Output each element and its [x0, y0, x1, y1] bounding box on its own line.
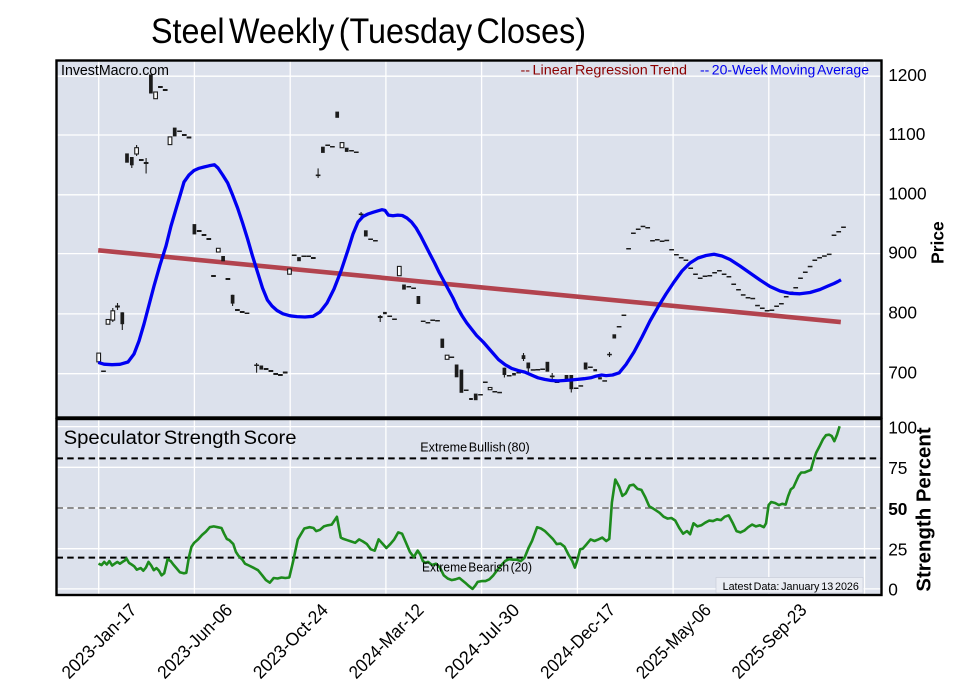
svg-text:-- Linear Regression Trend: -- Linear Regression Trend — [521, 63, 688, 79]
svg-text:75: 75 — [888, 458, 907, 478]
svg-text:25: 25 — [888, 540, 907, 560]
svg-text:Extreme Bullish (80): Extreme Bullish (80) — [420, 440, 530, 455]
svg-text:Extreme Bearish (20): Extreme Bearish (20) — [422, 560, 532, 575]
svg-text:700: 700 — [888, 363, 917, 383]
svg-text:900: 900 — [888, 242, 917, 262]
svg-text:Price: Price — [928, 221, 948, 264]
svg-text:Latest Data: January 13 2026: Latest Data: January 13 2026 — [723, 581, 859, 593]
svg-text:0: 0 — [888, 580, 898, 600]
svg-text:1100: 1100 — [888, 124, 925, 144]
svg-text:1200: 1200 — [888, 65, 926, 85]
svg-text:50: 50 — [888, 499, 907, 519]
svg-text:InvestMacro.com: InvestMacro.com — [61, 62, 169, 79]
svg-text:Speculator Strength Score: Speculator Strength Score — [64, 427, 297, 449]
svg-text:Strength Percent: Strength Percent — [914, 427, 936, 591]
svg-text:100: 100 — [888, 417, 917, 437]
svg-text:-- 20-Week Moving Average: -- 20-Week Moving Average — [700, 63, 869, 79]
svg-text:Steel Weekly (Tuesday Closes): Steel Weekly (Tuesday Closes) — [151, 11, 586, 51]
svg-text:800: 800 — [888, 303, 917, 323]
svg-text:1000: 1000 — [888, 184, 926, 204]
